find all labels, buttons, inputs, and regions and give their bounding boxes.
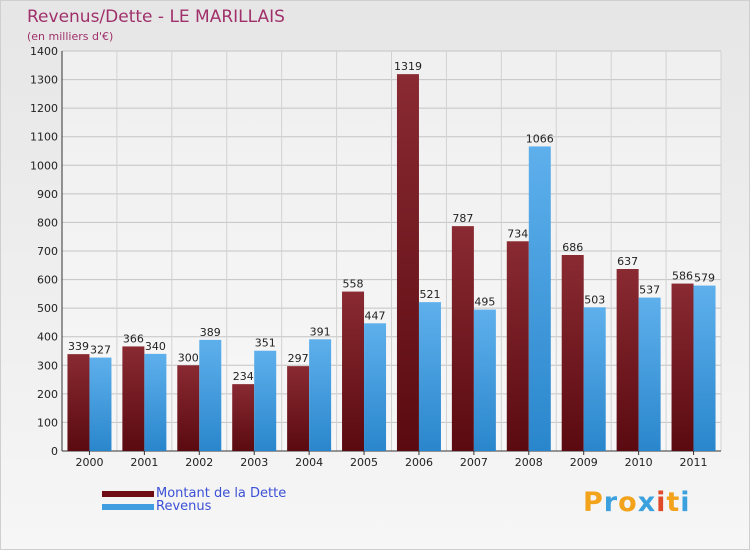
chart-title: Revenus/Dette - LE MARILLAIS bbox=[27, 7, 285, 27]
bar-revenus bbox=[583, 307, 606, 451]
logo-letter: i bbox=[680, 487, 691, 518]
x-tick-label: 2007 bbox=[460, 456, 488, 469]
value-label-revenus: 579 bbox=[694, 272, 715, 285]
x-tick-label: 2008 bbox=[515, 456, 543, 469]
bar-debt bbox=[506, 241, 529, 451]
x-tick-label: 2004 bbox=[295, 456, 323, 469]
value-label-debt: 366 bbox=[123, 332, 144, 345]
y-tick-label: 200 bbox=[37, 388, 58, 401]
bar-debt bbox=[396, 74, 419, 452]
bar-debt bbox=[122, 346, 145, 451]
value-label-revenus: 389 bbox=[200, 326, 221, 339]
x-tick-label: 2000 bbox=[75, 456, 103, 469]
y-tick-label: 1300 bbox=[30, 74, 58, 87]
gridlines bbox=[61, 50, 722, 452]
value-label-revenus: 503 bbox=[584, 293, 605, 306]
value-label-revenus: 537 bbox=[639, 284, 660, 297]
value-label-debt: 234 bbox=[233, 370, 254, 383]
bar-debt bbox=[616, 269, 639, 451]
y-tick-label: 100 bbox=[37, 416, 58, 429]
value-label-revenus: 391 bbox=[310, 325, 331, 338]
y-tick-label: 900 bbox=[37, 188, 58, 201]
bar-revenus bbox=[473, 309, 496, 451]
bar-revenus bbox=[89, 357, 112, 451]
bars bbox=[67, 74, 716, 452]
x-tick-label: 2001 bbox=[130, 456, 158, 469]
y-tick-label: 1200 bbox=[30, 102, 58, 115]
value-label-debt: 1319 bbox=[394, 60, 422, 73]
value-label-revenus: 1066 bbox=[526, 132, 554, 145]
value-label-debt: 637 bbox=[617, 255, 638, 268]
value-label-debt: 558 bbox=[343, 278, 364, 291]
value-label-debt: 787 bbox=[452, 212, 473, 225]
value-label-revenus: 521 bbox=[419, 288, 440, 301]
value-label-debt: 586 bbox=[672, 270, 693, 283]
value-label-revenus: 327 bbox=[90, 344, 111, 357]
y-tick-label: 800 bbox=[37, 216, 58, 229]
legend-label-debt: Montant de la Dette bbox=[156, 486, 287, 501]
logo-letter: i bbox=[656, 487, 667, 518]
logo-letter: x bbox=[637, 487, 657, 518]
bar-revenus bbox=[144, 353, 167, 451]
y-tick-label: 600 bbox=[37, 274, 58, 287]
bar-revenus bbox=[693, 285, 716, 451]
logo-letter: t bbox=[666, 487, 681, 518]
logo-letter: P bbox=[583, 487, 604, 518]
legend-label-revenus: Revenus bbox=[156, 499, 212, 514]
chart-subtitle: (en milliers d'€) bbox=[27, 30, 114, 43]
bar-debt bbox=[561, 255, 584, 451]
value-label-revenus: 340 bbox=[145, 340, 166, 353]
proxiti-logo: Proxiti bbox=[583, 487, 691, 518]
x-tick-label: 2009 bbox=[570, 456, 598, 469]
x-tick-label: 2005 bbox=[350, 456, 378, 469]
value-label-debt: 339 bbox=[68, 340, 89, 353]
value-label-debt: 300 bbox=[178, 351, 199, 364]
y-tick-label: 1000 bbox=[30, 159, 58, 172]
value-label-revenus: 351 bbox=[255, 337, 276, 350]
y-tick-label: 700 bbox=[37, 245, 58, 258]
axes: 0 100 200 300 400 500 600 700 800 900 1000 1100 1200… bbox=[30, 45, 721, 469]
x-tick-label: 2003 bbox=[240, 456, 268, 469]
logo-letter: o bbox=[618, 487, 638, 518]
bar-debt bbox=[451, 226, 474, 451]
bar-debt bbox=[232, 384, 255, 451]
x-tick-label: 2011 bbox=[680, 456, 708, 469]
bar-revenus bbox=[364, 323, 387, 451]
bar-debt bbox=[671, 283, 694, 451]
value-label-revenus: 447 bbox=[365, 309, 386, 322]
value-label-debt: 734 bbox=[507, 227, 528, 240]
x-tick-label: 2002 bbox=[185, 456, 213, 469]
legend-swatch-revenus bbox=[102, 504, 154, 510]
bar-revenus bbox=[199, 339, 222, 451]
bar-debt bbox=[287, 366, 310, 451]
x-tick-label: 2006 bbox=[405, 456, 433, 469]
legend-swatch-debt bbox=[102, 491, 154, 497]
bar-revenus bbox=[309, 339, 332, 451]
value-label-debt: 686 bbox=[562, 241, 583, 254]
x-tick-label: 2010 bbox=[625, 456, 653, 469]
y-tick-label: 0 bbox=[51, 445, 58, 458]
bar-revenus bbox=[638, 297, 661, 451]
bar-revenus bbox=[418, 302, 441, 451]
y-tick-label: 500 bbox=[37, 302, 58, 315]
y-tick-label: 1100 bbox=[30, 131, 58, 144]
logo-letter: r bbox=[603, 487, 619, 518]
y-tick-label: 400 bbox=[37, 331, 58, 344]
y-tick-label: 300 bbox=[37, 359, 58, 372]
bar-debt bbox=[342, 291, 365, 451]
value-label-debt: 297 bbox=[288, 352, 309, 365]
bar-debt bbox=[177, 365, 200, 451]
value-label-revenus: 495 bbox=[474, 296, 495, 309]
bar-debt bbox=[67, 354, 90, 451]
y-tick-label: 1400 bbox=[30, 45, 58, 58]
bar-revenus bbox=[528, 146, 551, 451]
bar-revenus bbox=[254, 350, 277, 451]
